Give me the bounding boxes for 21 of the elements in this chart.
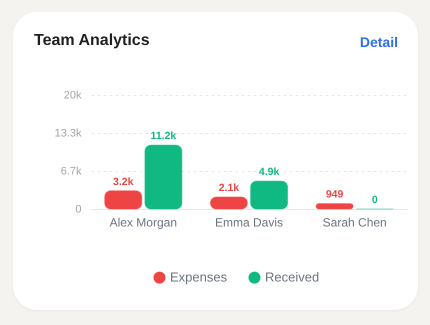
data-label: 0 xyxy=(372,194,378,206)
x-tick-label: Sarah Chen xyxy=(322,216,387,230)
y-tick-label: 0 xyxy=(75,204,82,216)
data-label: 4.9k xyxy=(258,166,280,178)
bar xyxy=(144,144,182,210)
legend-label: Received xyxy=(265,270,320,285)
y-tick-label: 6.7k xyxy=(60,166,82,178)
data-label: 3.2k xyxy=(113,176,134,188)
x-tick-label: Emma Davis xyxy=(214,216,284,230)
data-label: 949 xyxy=(326,188,344,201)
chart-title: Team Analytics xyxy=(34,32,150,50)
legend-label: Expenses xyxy=(170,270,228,285)
y-tick-label: 20k xyxy=(64,90,82,102)
bar xyxy=(316,203,354,210)
bar xyxy=(250,180,288,210)
bar xyxy=(104,190,142,210)
y-tick-label: 13.3k xyxy=(54,128,82,140)
x-tick-label: Alex Morgan xyxy=(110,216,177,230)
data-label: 11.2k xyxy=(150,130,176,142)
text: Detail xyxy=(360,34,398,50)
data-label: 2.1k xyxy=(218,182,240,194)
